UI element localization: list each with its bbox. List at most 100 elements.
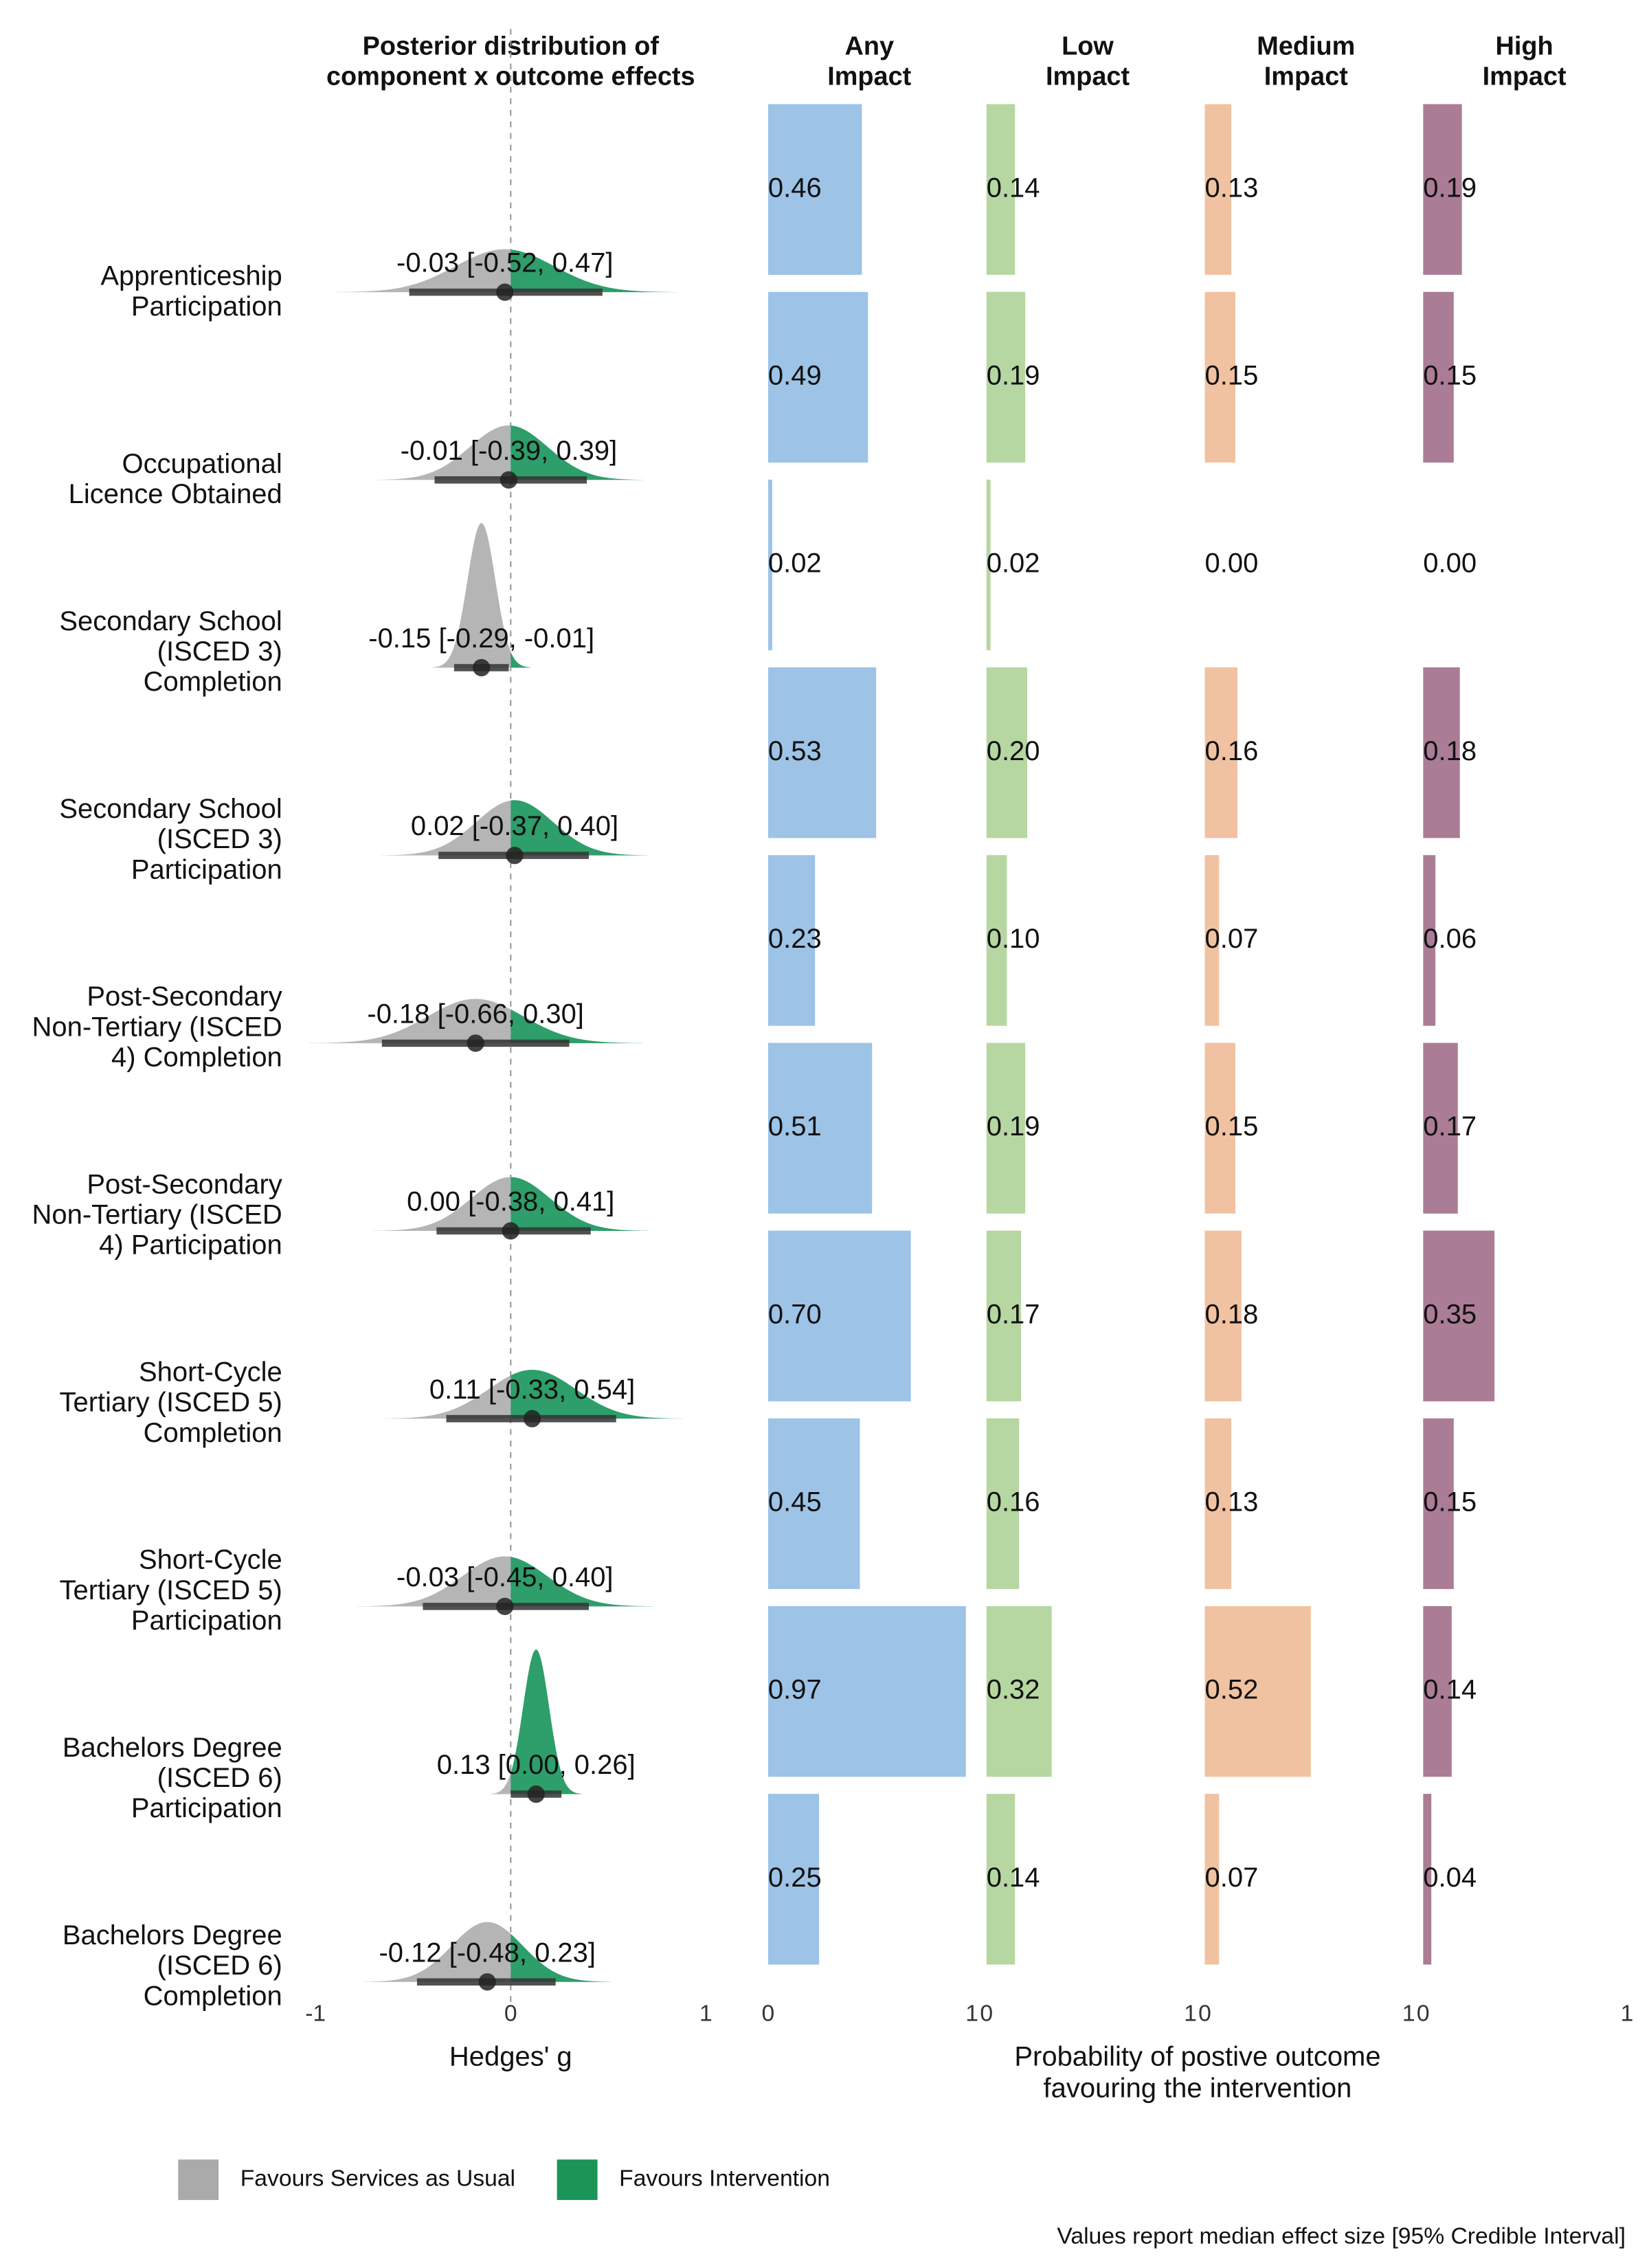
median-point	[496, 283, 514, 301]
density-positive	[511, 1649, 582, 1794]
note: Values report median effect size [95% Cr…	[1057, 2224, 1626, 2249]
bar-label: 0.00	[1423, 548, 1477, 579]
row-label: Bachelors Degree	[63, 1920, 282, 1950]
bar-label: 0.19	[987, 360, 1040, 390]
probability-bar	[1423, 1230, 1495, 1401]
probability-bar	[1423, 1418, 1454, 1590]
density-negative	[308, 999, 511, 1043]
probability-bar	[1423, 104, 1462, 275]
probability-bar	[1204, 1794, 1220, 1965]
probability-bar	[986, 104, 1016, 275]
row-label: Bachelors Degree	[63, 1733, 282, 1763]
median-point	[523, 1410, 541, 1427]
panel-header: Impact	[1264, 63, 1348, 91]
x-tick-label: 0	[980, 2001, 993, 2027]
bar-label: 0.06	[1423, 924, 1477, 954]
bar-label: 0.04	[1423, 1863, 1477, 1893]
probability-bar	[1204, 667, 1237, 838]
probability-bar	[1204, 1230, 1242, 1401]
bar-label: 0.46	[768, 173, 822, 203]
panel-header: Impact	[827, 63, 911, 91]
x-tick-label: 1	[1621, 2001, 1634, 2027]
probability-bar	[1423, 1794, 1432, 1965]
bar-label: 0.19	[987, 1111, 1040, 1142]
probability-bar	[1423, 667, 1460, 838]
probability-bar	[1204, 1605, 1311, 1777]
median-point	[502, 1222, 519, 1240]
density-positive	[511, 1009, 643, 1043]
bar-label: 0.14	[987, 1863, 1040, 1893]
bar-label: 0.17	[987, 1299, 1040, 1329]
density-positive	[511, 1557, 653, 1607]
probability-bar	[1204, 104, 1232, 275]
density-positive	[511, 1177, 649, 1232]
x-axis-title: favouring the intervention	[1044, 2074, 1352, 2104]
bar-label: 0.35	[1423, 1299, 1477, 1329]
x-axis-title: Probability of postive outcome	[1014, 2041, 1380, 2071]
row-label: 4) Completion	[111, 1043, 282, 1073]
density-positive	[511, 800, 649, 856]
probability-bar	[986, 1230, 1022, 1401]
density-negative	[363, 1922, 511, 1982]
probability-bar	[767, 104, 862, 275]
probability-bar	[767, 667, 877, 838]
bar-label: 0.49	[768, 360, 822, 390]
bar-label: 0.14	[987, 173, 1040, 203]
effect-label: 0.13 [0.00, 0.26]	[437, 1750, 636, 1780]
row-label: (ISCED 6)	[157, 1950, 282, 1981]
bar-label: 0.15	[1423, 360, 1477, 390]
probability-bar	[1204, 1043, 1236, 1214]
probability-bar	[1423, 1043, 1458, 1214]
row-label: Non-Tertiary (ISCED	[32, 1200, 282, 1230]
bar-label: 0.53	[768, 736, 822, 766]
bar-label: 0.15	[1205, 360, 1259, 390]
bar-label: 0.16	[987, 1487, 1040, 1517]
median-point	[473, 658, 491, 677]
density-positive	[511, 249, 677, 293]
bar-label: 0.07	[1205, 1863, 1259, 1893]
row-label: Licence Obtained	[69, 479, 282, 509]
bar-label: 0.32	[987, 1675, 1040, 1705]
density-negative	[380, 800, 511, 856]
bar-label: 0.10	[987, 924, 1040, 954]
x-tick-label: 1	[1402, 2001, 1415, 2027]
row-label: Apprenticeship	[100, 261, 282, 291]
bar-label: 0.13	[1205, 1487, 1259, 1517]
effect-label: -0.03 [-0.45, 0.40]	[396, 1562, 614, 1592]
panel-header: Impact	[1483, 63, 1567, 91]
density-negative	[491, 1772, 511, 1794]
bar-label: 0.00	[1205, 548, 1259, 579]
row-label: Post-Secondary	[87, 981, 282, 1012]
density-negative	[332, 249, 511, 293]
probability-bar	[986, 1605, 1052, 1777]
panel-header: High	[1496, 32, 1553, 60]
x-tick-label: 1	[699, 2001, 713, 2027]
probability-bar	[767, 1605, 966, 1777]
density-negative	[372, 425, 511, 480]
bar-label: 0.15	[1423, 1487, 1477, 1517]
probability-bar	[767, 1043, 873, 1214]
density-positive	[511, 1370, 684, 1419]
x-tick-label: 1	[1184, 2001, 1197, 2027]
x-tick-label: 1	[965, 2001, 978, 2027]
probability-bar	[1423, 855, 1436, 1026]
probability-bar	[986, 1418, 1020, 1590]
median-point	[500, 471, 518, 489]
probability-bar	[1204, 855, 1220, 1026]
legend-label: Favours Services as Usual	[240, 2166, 515, 2192]
row-label: Participation	[131, 854, 282, 885]
probability-bar	[986, 479, 991, 651]
x-axis-title: Hedges' g	[449, 2041, 572, 2071]
bar-label: 0.25	[768, 1863, 822, 1893]
bar-label: 0.02	[987, 548, 1040, 579]
bar-label: 0.23	[768, 924, 822, 954]
bar-label: 0.70	[768, 1299, 822, 1329]
bar-label: 0.13	[1205, 173, 1259, 203]
probability-bar	[1204, 291, 1236, 463]
x-tick-label: 0	[762, 2001, 775, 2027]
probability-bar	[986, 1043, 1026, 1214]
probability-bar	[1423, 1605, 1452, 1777]
x-tick-label: 0	[1417, 2001, 1430, 2027]
probability-bar	[767, 479, 772, 651]
